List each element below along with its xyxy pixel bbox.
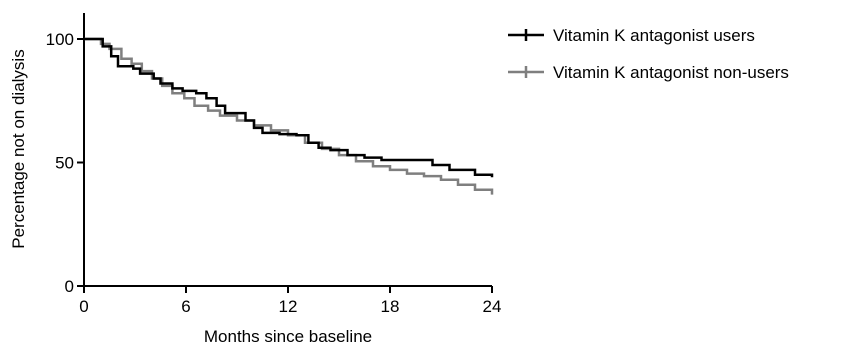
- legend-label-users: Vitamin K antagonist users: [553, 26, 755, 45]
- x-tick-label: 24: [483, 297, 502, 316]
- y-axis-title: Percentage not on dialysis: [9, 49, 28, 248]
- x-tick-label: 18: [381, 297, 400, 316]
- x-tick-label: 12: [279, 297, 298, 316]
- legend-label-non-users: Vitamin K antagonist non-users: [553, 63, 789, 82]
- x-axis-title: Months since baseline: [204, 327, 372, 346]
- x-tick-label: 0: [79, 297, 88, 316]
- x-ticks: 0 6 12 18 24: [79, 286, 501, 316]
- y-tick-label: 50: [55, 154, 74, 173]
- y-tick-label: 100: [46, 30, 74, 49]
- series-line-non-users: [84, 37, 494, 195]
- y-tick-label: 0: [65, 277, 74, 296]
- series-line-users: [84, 37, 494, 178]
- series-layer: [84, 37, 494, 195]
- y-ticks: 0 50 100: [46, 30, 84, 296]
- plot-area: 0 50 100 0 6 12 18 24: [46, 13, 501, 316]
- x-tick-label: 6: [181, 297, 190, 316]
- legend: Vitamin K antagonist users Vitamin K anta…: [508, 26, 789, 82]
